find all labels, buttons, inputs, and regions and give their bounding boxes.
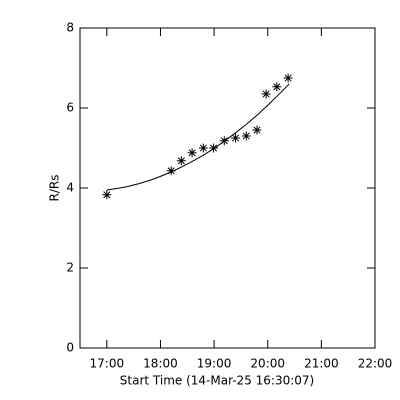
asterisk-marker [176,156,186,166]
asterisk-marker [166,166,176,176]
asterisk-marker [283,73,293,83]
x-tick-label: 19:00 [197,357,232,371]
asterisk-marker [198,143,208,153]
fit-line [106,83,290,191]
y-axis-label: R/Rs [48,175,62,202]
y-tick-label: 8 [66,21,74,35]
asterisk-marker [241,131,251,141]
y-tick-label: 4 [66,181,74,195]
y-tick-label: 6 [66,101,74,115]
asterisk-marker [209,143,219,153]
y-tick-label: 2 [66,261,74,275]
x-tick-label: 22:00 [358,357,393,371]
x-axis-label: Start Time (14-Mar-25 16:30:07) [120,374,314,388]
asterisk-marker [187,148,197,158]
asterisk-marker [252,125,262,135]
asterisk-marker [261,89,271,99]
asterisk-marker [102,190,112,200]
x-tick-label: 21:00 [304,357,339,371]
x-tick-label: 17:00 [90,357,125,371]
asterisk-marker [272,82,282,92]
x-tick-label: 18:00 [143,357,178,371]
y-tick-label: 0 [66,341,74,355]
plot-frame [79,27,376,349]
x-tick-label: 20:00 [250,357,285,371]
asterisk-marker [231,133,241,143]
